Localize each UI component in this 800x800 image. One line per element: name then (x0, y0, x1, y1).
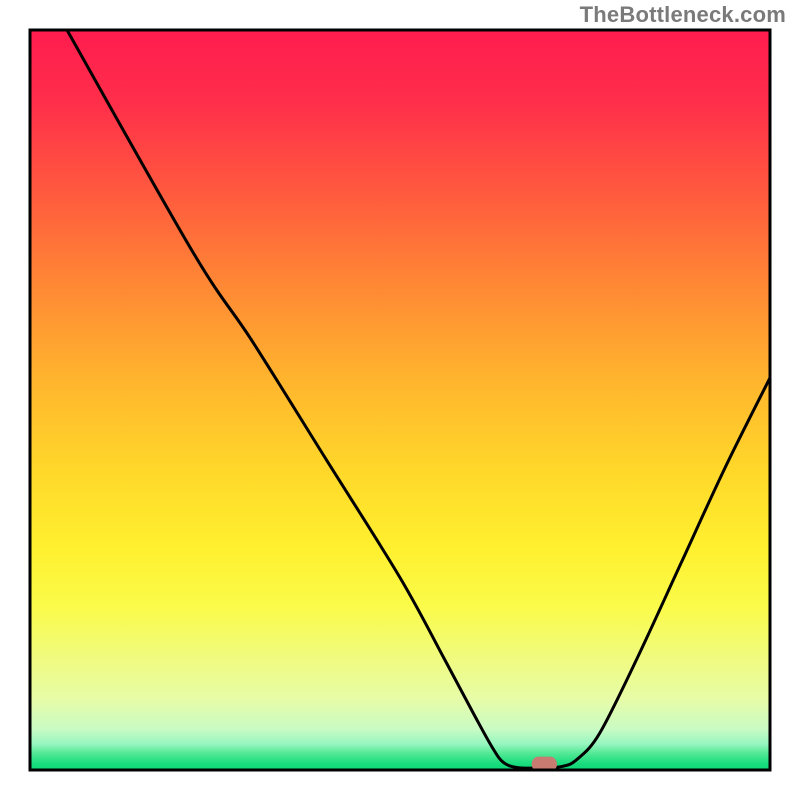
watermark-text: TheBottleneck.com (580, 2, 786, 28)
bottleneck-chart (0, 0, 800, 800)
gradient-background (30, 30, 770, 770)
chart-container: TheBottleneck.com (0, 0, 800, 800)
